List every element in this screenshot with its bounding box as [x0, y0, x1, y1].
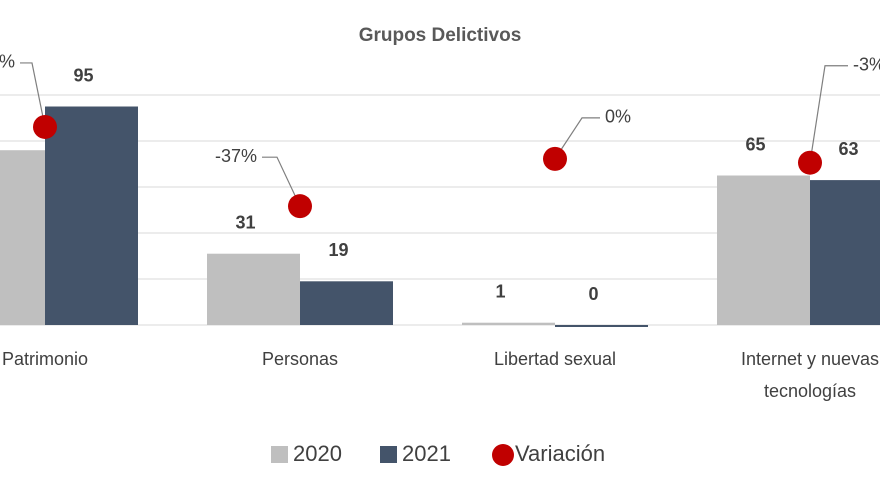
value-label: 19 [328, 240, 348, 260]
x-tick-label: Internet y nuevas tecnologías [741, 349, 879, 401]
bar [45, 106, 138, 325]
legend-swatch [380, 446, 397, 463]
legend-label: 2020 [293, 441, 342, 466]
value-label: 65 [745, 134, 765, 154]
leader-line [554, 117, 600, 160]
variation-dot [288, 194, 312, 219]
leader-line [20, 62, 46, 128]
variation-label: -37% [215, 146, 257, 166]
legend-swatch [492, 444, 514, 466]
value-label: 95 [73, 65, 93, 85]
x-tick-label: Libertad sexual [494, 349, 616, 369]
leader-line [262, 156, 301, 207]
leader-line [809, 65, 848, 163]
variation-label: -3% [853, 54, 880, 74]
bar [300, 281, 393, 325]
value-label: 0 [588, 284, 598, 304]
bar [555, 325, 648, 327]
value-label: 1 [495, 281, 505, 301]
value-label: 76 [0, 109, 1, 129]
variation-label: 0% [605, 107, 631, 127]
bar [717, 175, 810, 325]
variation-dot [798, 150, 822, 175]
value-label: 63 [838, 139, 858, 159]
bar [462, 322, 555, 325]
x-tick-label: Patrimonio [2, 349, 88, 369]
legend-label: 2021 [402, 441, 451, 466]
legend-label: Variación [515, 441, 605, 466]
legend-swatch [271, 446, 288, 463]
bar [0, 150, 45, 325]
value-label: 31 [235, 212, 255, 232]
bar [207, 253, 300, 325]
bar [810, 180, 880, 325]
variation-label: 25% [0, 52, 15, 72]
variation-dot [543, 146, 567, 171]
chart-title: Grupos Delictivos [359, 25, 522, 46]
x-tick-label: Personas [262, 349, 338, 369]
variation-dot [33, 114, 57, 139]
